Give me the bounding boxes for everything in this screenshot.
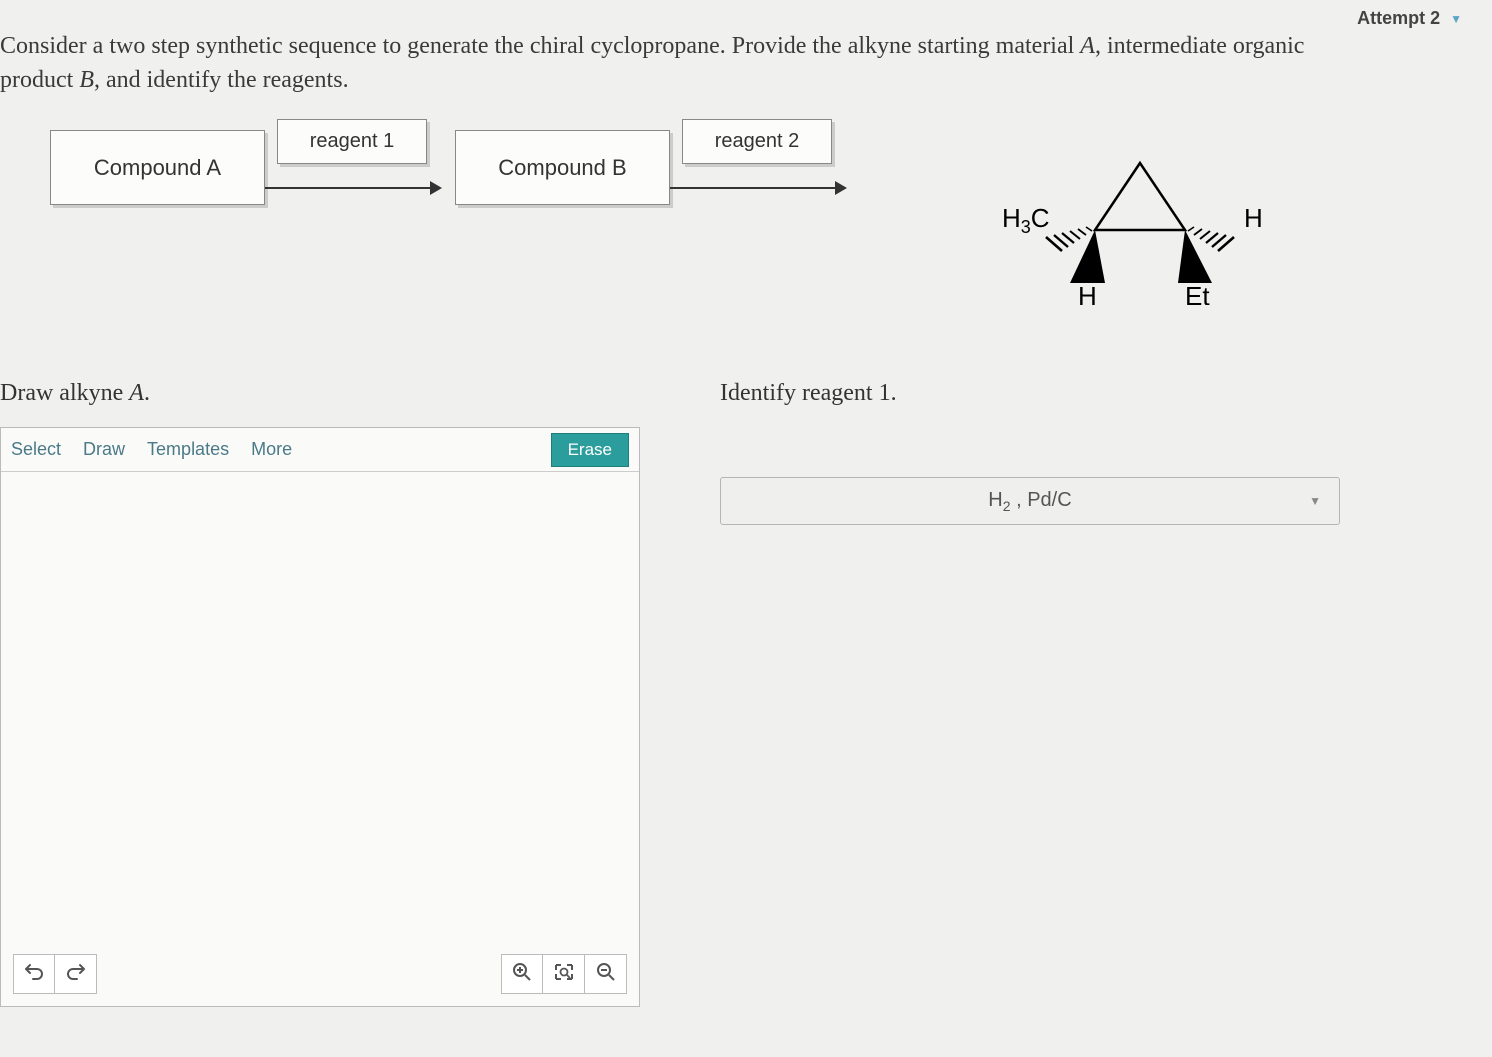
zoom-out-button[interactable]	[585, 954, 627, 994]
toolbar-templates[interactable]: Templates	[147, 439, 229, 460]
reaction-arrow-2: reagent 2	[670, 147, 845, 189]
attempt-label: Attempt 2	[1357, 8, 1440, 29]
draw-title-suffix: .	[144, 380, 150, 406]
compound-b-label: Compound B	[498, 155, 626, 181]
right-dashed-wedge	[1188, 227, 1234, 251]
draw-alkyne-panel: Draw alkyne A. Select Draw Templates Mor…	[0, 380, 640, 1007]
left-dashed-wedge	[1046, 227, 1092, 251]
zoom-group	[501, 954, 627, 994]
draw-title-prefix: Draw alkyne	[0, 380, 129, 406]
reagent-panel-title: Identify reagent 1.	[720, 380, 1360, 407]
left-solid-wedge	[1070, 230, 1105, 283]
zoom-in-button[interactable]	[501, 954, 543, 994]
reagent-1-label: reagent 1	[310, 130, 395, 153]
compound-a-box[interactable]: Compound A	[50, 130, 265, 205]
attempt-indicator[interactable]: Attempt 2 ▼	[1357, 8, 1462, 29]
zoom-region-icon	[553, 962, 575, 987]
reagent-2-box[interactable]: reagent 2	[682, 119, 832, 164]
compound-a-label: Compound A	[94, 155, 221, 181]
editor-toolbar: Select Draw Templates More Erase	[1, 428, 639, 472]
erase-button[interactable]: Erase	[551, 433, 629, 467]
h-label-right: H	[1244, 203, 1263, 233]
chevron-down-icon: ▼	[1309, 494, 1321, 508]
toolbar-draw[interactable]: Draw	[83, 439, 125, 460]
toolbar-select[interactable]: Select	[11, 439, 61, 460]
arrow-1	[265, 187, 440, 189]
editor-bottom-bar	[13, 954, 627, 994]
reagent-2-label: reagent 2	[715, 130, 800, 153]
redo-icon	[66, 962, 86, 987]
reagent-panel: Identify reagent 1. H2 , Pd/C ▼	[720, 380, 1360, 525]
toolbar-more[interactable]: More	[251, 439, 292, 460]
dropdown-value: H2 , Pd/C	[988, 489, 1071, 514]
reagent-1-dropdown[interactable]: H2 , Pd/C ▼	[720, 477, 1340, 525]
redo-button[interactable]	[55, 954, 97, 994]
cyclopropane-ring	[1095, 163, 1185, 230]
question-var-a: A	[1080, 33, 1095, 59]
reaction-scheme: Compound A reagent 1 Compound B reagent …	[50, 130, 845, 205]
reaction-arrow-1: reagent 1	[265, 147, 440, 189]
cyclopropane-svg: H3C H H Et	[1000, 145, 1280, 305]
question-prompt: Consider a two step synthetic sequence t…	[0, 30, 1340, 97]
question-part-3: , and identify the reagents.	[94, 67, 349, 93]
question-var-b: B	[79, 67, 94, 93]
undo-button[interactable]	[13, 954, 55, 994]
chevron-down-icon: ▼	[1450, 12, 1462, 26]
compound-b-box[interactable]: Compound B	[455, 130, 670, 205]
undo-redo-group	[13, 954, 97, 994]
et-label: Et	[1185, 281, 1210, 305]
undo-icon	[24, 962, 44, 987]
h3c-label: H3C	[1002, 203, 1050, 237]
zoom-in-icon	[512, 962, 532, 987]
reagent-1-box[interactable]: reagent 1	[277, 119, 427, 164]
zoom-out-icon	[596, 962, 616, 987]
h-label-bottom: H	[1078, 281, 1097, 305]
arrow-2	[670, 187, 845, 189]
product-structure: H3C H H Et	[1000, 145, 1280, 310]
zoom-region-button[interactable]	[543, 954, 585, 994]
draw-title-italic: A	[129, 380, 144, 406]
structure-editor: Select Draw Templates More Erase	[0, 427, 640, 1007]
question-part-1: Consider a two step synthetic sequence t…	[0, 33, 1080, 59]
right-solid-wedge	[1178, 230, 1212, 283]
draw-panel-title: Draw alkyne A.	[0, 380, 640, 407]
